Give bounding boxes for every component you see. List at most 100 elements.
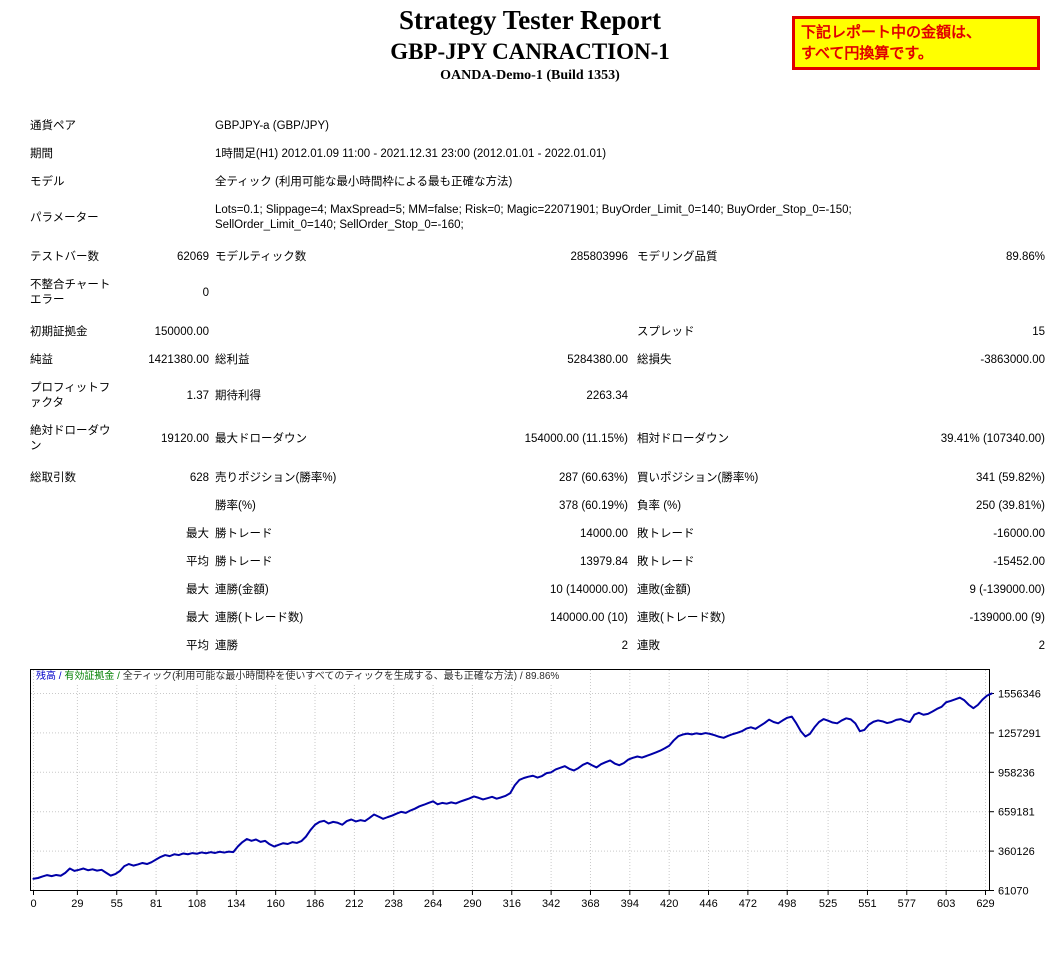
row-label: 不整合チャートエラー [30,279,111,306]
report-row: 勝率(%) 378 (60.19%) 負率 (%) 250 (39.81%) [30,499,1045,514]
report-row: 純益 1421380.00 総利益 5284380.00 総損失 -3863000.00 [30,353,1045,368]
row-label: パラメーター [30,211,99,224]
row-value: 5284380.00 [567,354,628,366]
row-label: 総損失 [637,354,672,366]
row-label: 連勝(トレード数) [215,612,304,624]
y-axis-tick-label: 360126 [998,846,1035,858]
row-label: モデリング品質 [637,251,718,263]
row-value: 1時間足(H1) 2012.01.09 11:00 - 2021.12.31 2… [215,148,607,160]
report-row: プロフィットファクタ 1.37 期待利得 2263.34 [30,381,1045,411]
row-value: 62069 [177,251,209,263]
row-value: 最大 [186,528,209,540]
report-symbol-title: GBP-JPY CANRACTION-1 [390,39,670,64]
chart-legend-part-0: 残高 / [36,671,65,682]
row-label: 期待利得 [215,389,261,402]
row-label: 絶対ドローダウン [30,425,111,452]
x-axis-tick-label: 134 [227,898,245,910]
y-axis-tick-label: 1257291 [998,728,1041,740]
y-axis-tick-label: 958236 [998,767,1035,779]
report-row: 期間 1時間足(H1) 2012.01.09 11:00 - 2021.12.31… [30,147,1045,162]
row-value: 最大 [186,612,209,624]
y-axis-tick-label: 659181 [998,807,1035,819]
row-value: 10 (140000.00) [549,584,628,596]
row-value: 378 (60.19%) [558,500,628,512]
row-label: 総取引数 [30,472,76,484]
x-axis-tick-label: 394 [621,898,639,910]
currency-notice-line2: すべて円換算です。 [801,45,933,62]
row-value: 2 [1038,640,1045,652]
row-label: プロフィットファクタ [30,382,111,409]
x-axis-tick-label: 29 [71,898,83,910]
row-label: 総利益 [215,354,250,366]
report-row: モデル 全ティック (利用可能な最小時間枠による最も正確な方法) [30,175,1045,190]
x-axis-tick-label: 81 [150,898,162,910]
x-axis-tick-label: 525 [819,898,837,910]
row-value: 1.37 [186,389,209,402]
chart-legend-part-2: 全ティック(利用可能な最小時間枠を使いすべてのティックを生成する、最も正確な方法… [122,671,560,682]
y-axis-tick-label: 1556346 [998,689,1041,701]
x-axis-tick-label: 186 [306,898,324,910]
x-axis-tick-label: 290 [463,898,481,910]
row-value: 14000.00 [580,528,628,540]
row-label: 敗トレード [637,556,695,568]
report-row: 最大 連勝(トレード数) 140000.00 (10) 連敗(トレード数) -13900… [30,611,1045,626]
row-label: 連敗(金額) [637,584,691,596]
row-value: -3863000.00 [980,354,1045,366]
report-row: テストバー数 62069 モデルティック数 285803996 モデリング品質 89.86… [30,250,1045,265]
row-value: 39.41% (107340.00) [940,432,1045,445]
row-value: 285803996 [570,251,628,263]
x-axis-tick-label: 0 [30,898,36,910]
row-label: テストバー数 [30,251,99,263]
x-axis-tick-label: 342 [542,898,560,910]
row-value: 0 [202,286,209,299]
report-row: 通貨ペア GBPJPY-a (GBP/JPY) [30,119,1045,134]
row-label: 負率 (%) [637,500,682,512]
row-value: 15 [1032,326,1045,338]
balance-chart: 61070 360126 659181 958236 1257291 1556346 0 29… [30,669,1041,910]
row-value: 250 (39.81%) [975,500,1045,512]
chart-legend-part-1: 有効証拠金 / [64,671,123,682]
x-axis-tick-label: 629 [976,898,994,910]
row-value: 150000.00 [154,326,209,338]
row-label: 敗トレード [637,528,695,540]
x-axis-tick-label: 108 [188,898,206,910]
row-label: 純益 [30,354,53,366]
currency-notice-line1: 下記レポート中の金額は、 [801,24,982,41]
row-label: 連敗 [637,640,660,652]
report-row: 最大 連勝(金額) 10 (140000.00) 連敗(金額) 9 (-139000.0… [30,583,1045,598]
row-value: -16000.00 [993,528,1045,540]
row-value: 628 [189,472,209,484]
y-axis-tick-label: 61070 [998,886,1029,898]
row-label: 初期証拠金 [30,326,88,338]
balance-line [32,692,993,880]
row-label: モデル [30,176,65,188]
row-label: 相対ドローダウン [637,432,729,445]
x-axis-tick-label: 472 [739,898,757,910]
currency-notice: 下記レポート中の金額は、 すべて円換算です。 [792,16,1040,70]
x-axis-tick-label: 160 [266,898,284,910]
row-value: 341 (59.82%) [975,472,1045,484]
row-value: GBPJPY-a (GBP/JPY) [215,120,329,132]
x-axis-tick-label: 551 [858,898,876,910]
row-label: 通貨ペア [30,120,76,132]
server-build: OANDA-Demo-1 (Build 1353) [440,68,620,83]
row-value: 最大 [186,584,209,596]
row-value: 平均 [186,556,209,568]
row-value: 89.86% [1005,251,1045,263]
report-row: 最大 勝トレード 14000.00 敗トレード -16000.00 [30,527,1045,542]
row-value: 2263.34 [586,389,628,402]
report-row: パラメーター Lots=0.1; Slippage=4; MaxSpread=5;… [30,203,1045,233]
row-value: 140000.00 (10) [549,612,628,624]
row-label: 連勝 [215,640,238,652]
row-value: 全ティック (利用可能な最小時間枠による最も正確な方法) [215,176,513,188]
row-label: スプレッド [637,326,695,338]
row-label: 連敗(トレード数) [637,612,726,624]
row-value: 1421380.00 [148,354,209,366]
report-row: 平均 連勝 2 連敗 2 [30,639,1045,654]
balance-chart-area: 残高 / 有効証拠金 / 全ティック(利用可能な最小時間枠を使いすべてのティック… [30,667,1060,919]
x-axis-tick-label: 446 [699,898,717,910]
row-label: 勝トレード [215,556,273,568]
x-axis-tick-label: 420 [660,898,678,910]
row-value: 154000.00 (11.15%) [524,432,628,445]
x-axis-tick-label: 316 [503,898,521,910]
